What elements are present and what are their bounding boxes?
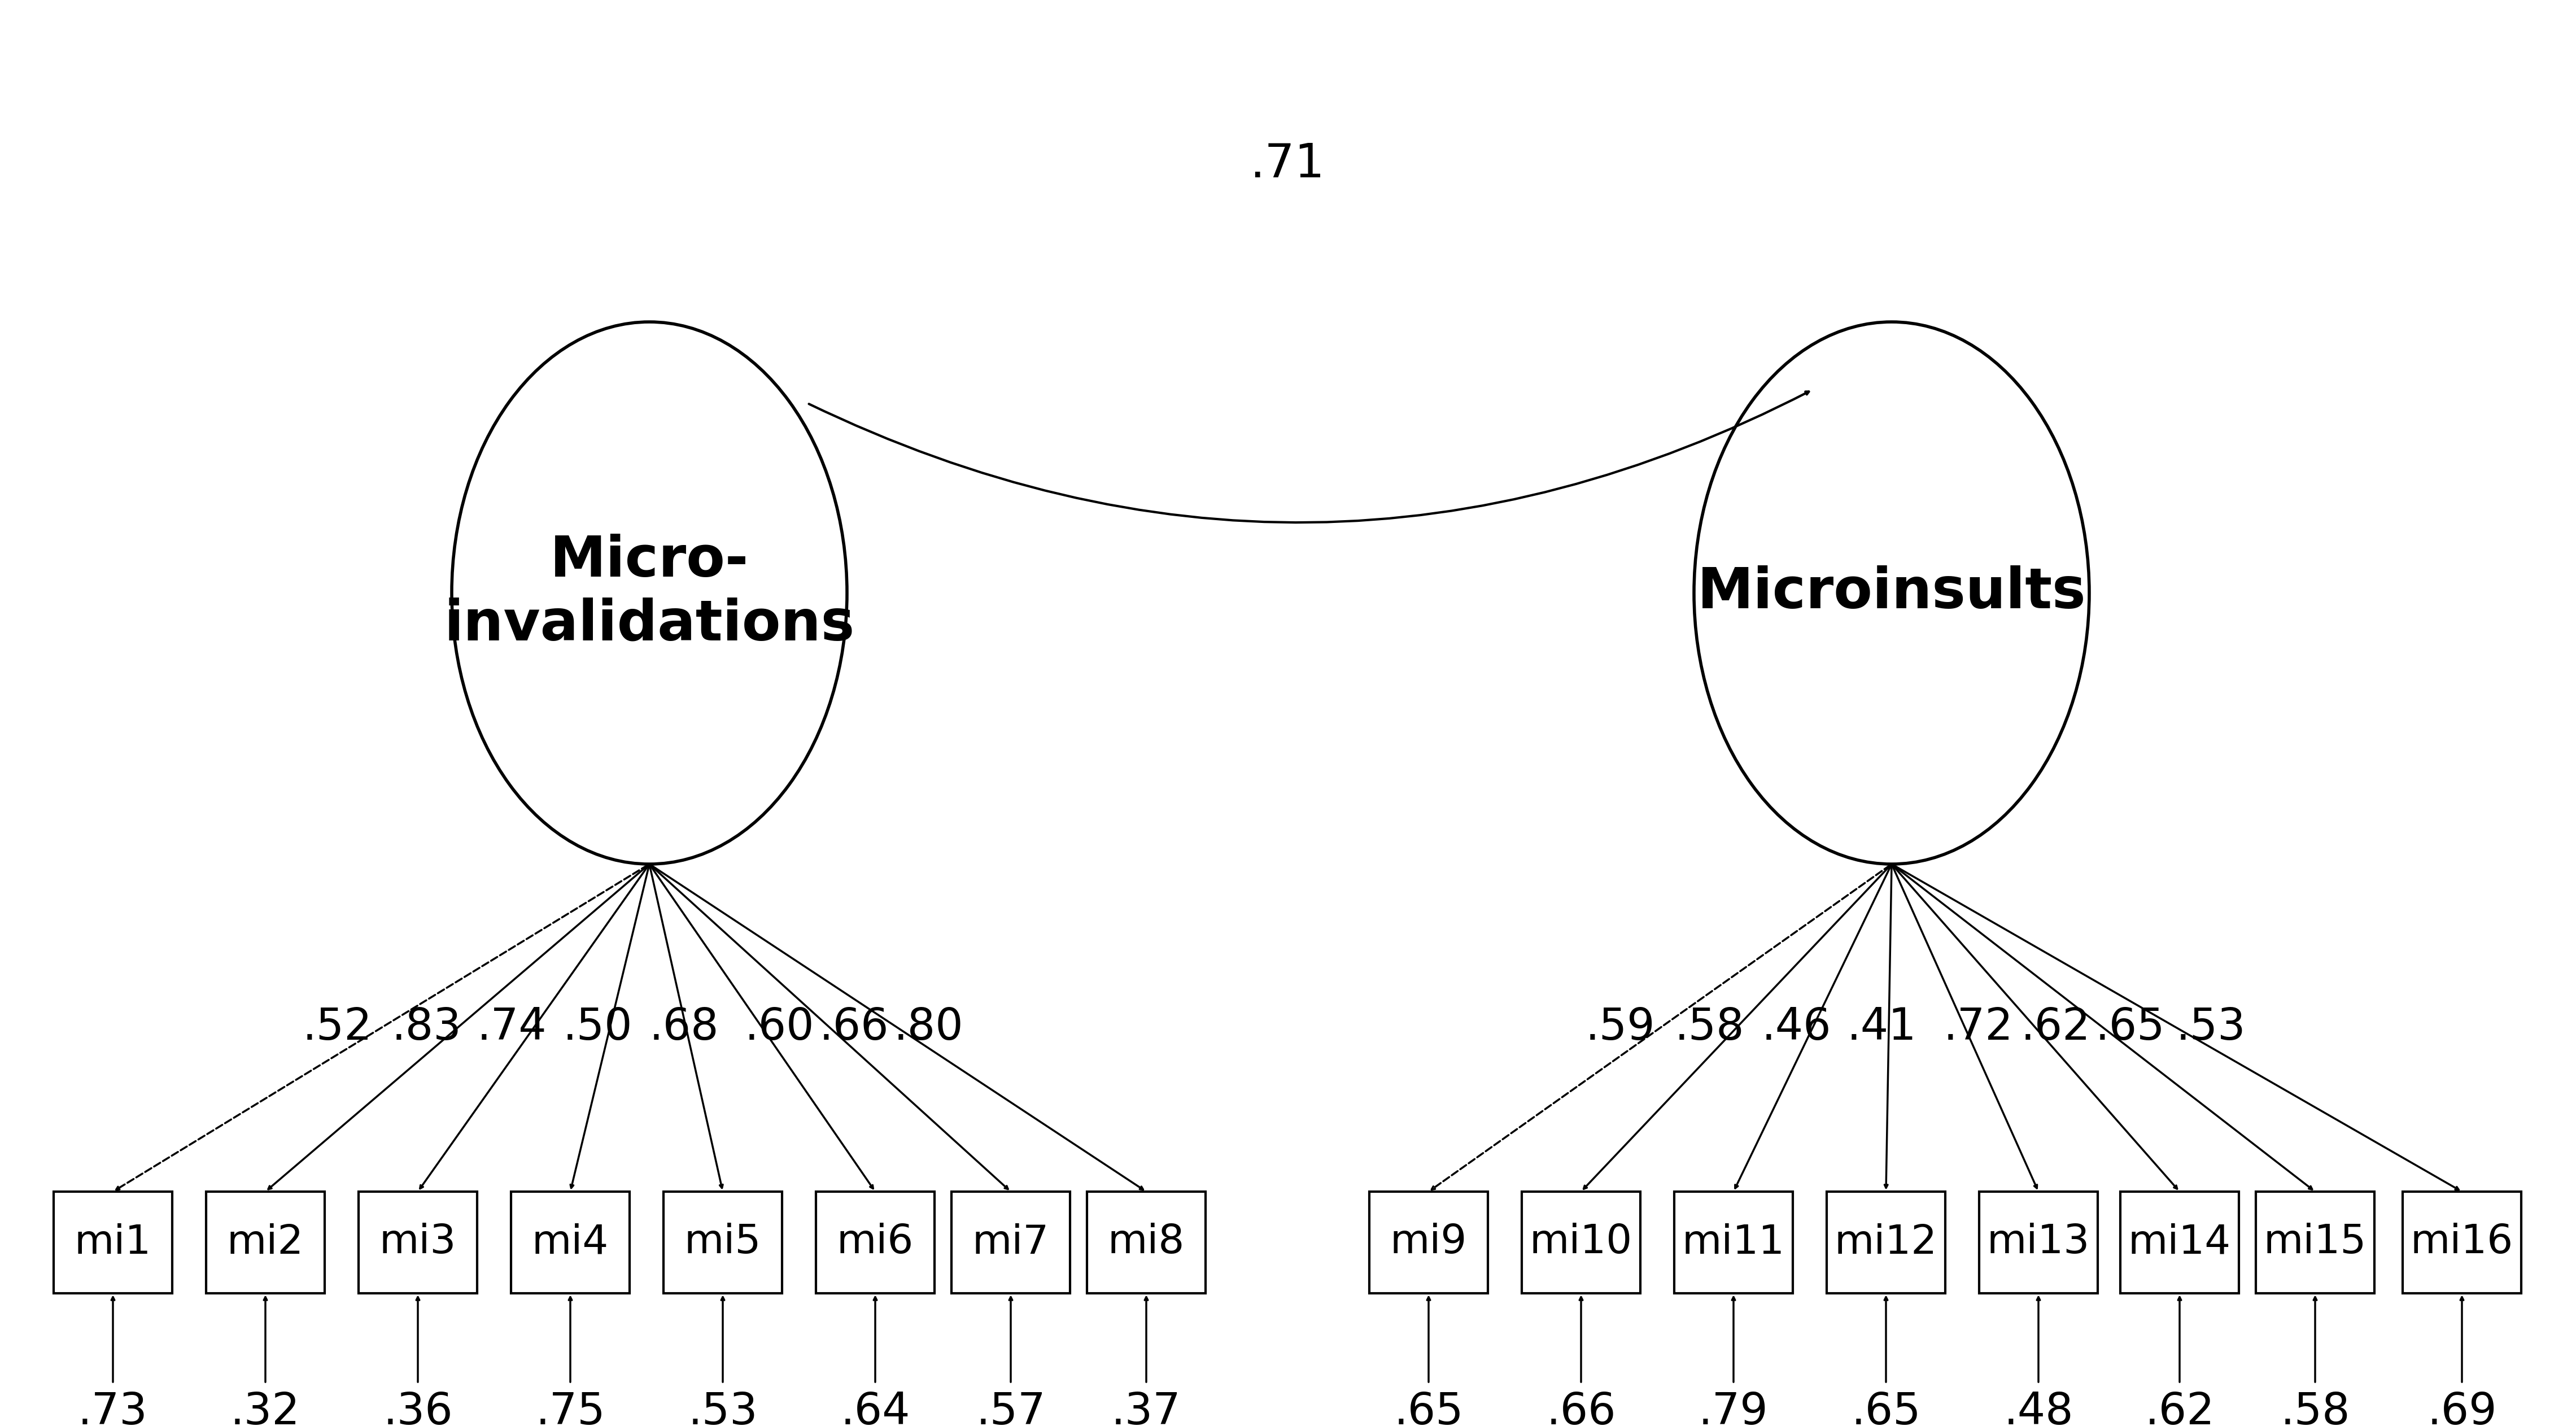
Text: .75: .75 bbox=[536, 1390, 605, 1426]
Text: .80: .80 bbox=[894, 1005, 963, 1048]
Text: .65: .65 bbox=[2094, 1005, 2164, 1048]
Text: mi12: mi12 bbox=[1834, 1224, 1937, 1262]
Bar bbox=[1370, 1192, 1489, 1293]
Text: .79: .79 bbox=[1698, 1390, 1770, 1426]
Text: .41: .41 bbox=[1847, 1005, 1917, 1048]
Text: .64: .64 bbox=[840, 1390, 909, 1426]
Bar bbox=[2403, 1192, 2522, 1293]
Text: .69: .69 bbox=[2427, 1390, 2496, 1426]
Text: mi2: mi2 bbox=[227, 1224, 304, 1262]
Text: .73: .73 bbox=[77, 1390, 147, 1426]
Text: .62: .62 bbox=[2146, 1390, 2215, 1426]
Text: .48: .48 bbox=[2004, 1390, 2074, 1426]
Bar bbox=[1522, 1192, 1641, 1293]
Text: .46: .46 bbox=[1762, 1005, 1832, 1048]
Text: mi7: mi7 bbox=[971, 1224, 1048, 1262]
Text: Micro-
invalidations: Micro- invalidations bbox=[443, 533, 855, 652]
Text: .58: .58 bbox=[1674, 1005, 1744, 1048]
Text: .50: .50 bbox=[562, 1005, 631, 1048]
Bar bbox=[2120, 1192, 2239, 1293]
Bar bbox=[817, 1192, 935, 1293]
Bar bbox=[1978, 1192, 2097, 1293]
Text: .52: .52 bbox=[301, 1005, 374, 1048]
Text: .66: .66 bbox=[1546, 1390, 1615, 1426]
Bar bbox=[510, 1192, 629, 1293]
Text: .53: .53 bbox=[2177, 1005, 2246, 1048]
Text: .83: .83 bbox=[392, 1005, 461, 1048]
Text: .65: .65 bbox=[1394, 1390, 1463, 1426]
Bar bbox=[665, 1192, 783, 1293]
Text: mi9: mi9 bbox=[1391, 1224, 1468, 1262]
Text: .53: .53 bbox=[688, 1390, 757, 1426]
Text: mi14: mi14 bbox=[2128, 1224, 2231, 1262]
Text: Microinsults: Microinsults bbox=[1698, 566, 2087, 620]
Text: .74: .74 bbox=[477, 1005, 546, 1048]
Bar bbox=[1674, 1192, 1793, 1293]
Text: .62: .62 bbox=[2020, 1005, 2092, 1048]
Text: mi8: mi8 bbox=[1108, 1224, 1185, 1262]
Text: .59: .59 bbox=[1584, 1005, 1654, 1048]
Text: .65: .65 bbox=[1852, 1390, 1922, 1426]
Bar bbox=[206, 1192, 325, 1293]
Text: mi10: mi10 bbox=[1530, 1224, 1633, 1262]
Text: .71: .71 bbox=[1249, 141, 1324, 187]
Text: mi16: mi16 bbox=[2411, 1224, 2514, 1262]
Bar bbox=[54, 1192, 173, 1293]
Text: mi11: mi11 bbox=[1682, 1224, 1785, 1262]
Text: mi1: mi1 bbox=[75, 1224, 152, 1262]
Text: .36: .36 bbox=[384, 1390, 453, 1426]
Bar bbox=[1826, 1192, 1945, 1293]
Text: mi6: mi6 bbox=[837, 1224, 914, 1262]
Text: .57: .57 bbox=[976, 1390, 1046, 1426]
Text: .32: .32 bbox=[229, 1390, 301, 1426]
Text: mi5: mi5 bbox=[685, 1224, 762, 1262]
Text: mi15: mi15 bbox=[2264, 1224, 2367, 1262]
Text: .72: .72 bbox=[1942, 1005, 2012, 1048]
Text: mi4: mi4 bbox=[531, 1224, 608, 1262]
Text: .66: .66 bbox=[819, 1005, 889, 1048]
Text: .58: .58 bbox=[2280, 1390, 2349, 1426]
Text: .68: .68 bbox=[649, 1005, 719, 1048]
Bar bbox=[951, 1192, 1069, 1293]
Text: .60: .60 bbox=[744, 1005, 814, 1048]
Text: mi13: mi13 bbox=[1986, 1224, 2089, 1262]
Text: .37: .37 bbox=[1110, 1390, 1182, 1426]
Bar bbox=[1087, 1192, 1206, 1293]
Bar bbox=[2257, 1192, 2375, 1293]
Text: mi3: mi3 bbox=[379, 1224, 456, 1262]
Bar bbox=[358, 1192, 477, 1293]
